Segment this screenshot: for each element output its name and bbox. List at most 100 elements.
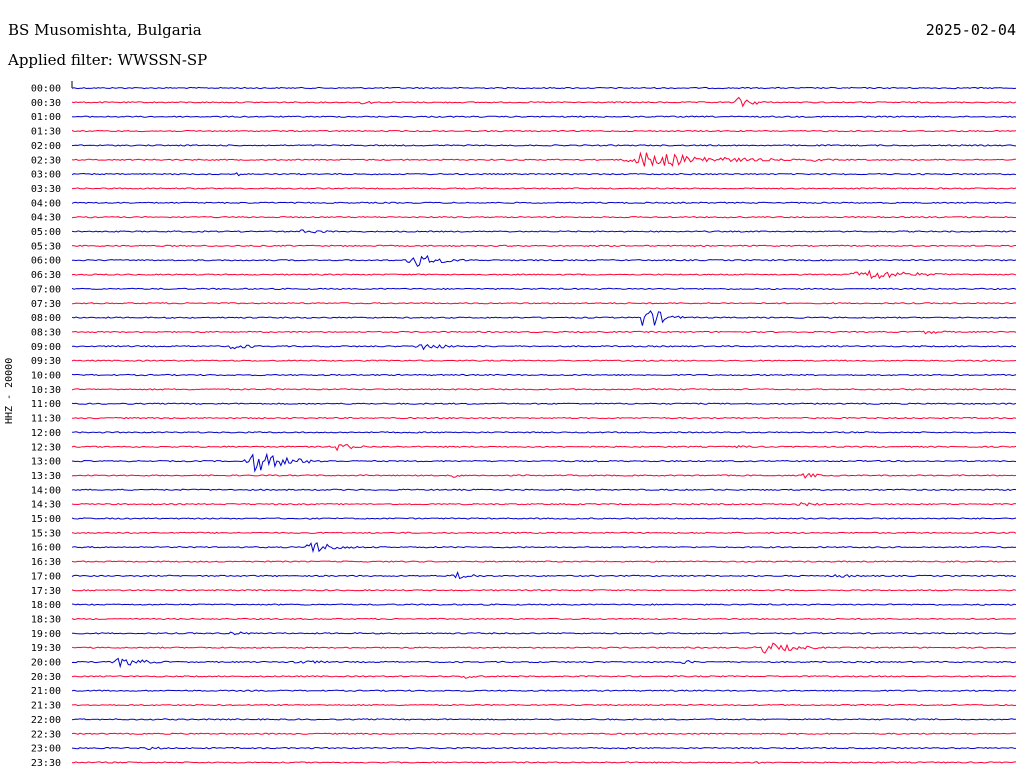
row-label: 15:30 — [31, 528, 61, 539]
row-label: 09:30 — [31, 356, 61, 367]
trace-row — [71, 96, 1017, 108]
row-label: 08:30 — [31, 327, 61, 338]
row-label: 06:30 — [31, 270, 61, 281]
trace-row — [71, 86, 1017, 90]
row-label: 13:30 — [31, 471, 61, 482]
trace-row — [71, 310, 1017, 326]
trace-row — [71, 373, 1017, 377]
row-label: 21:30 — [31, 701, 61, 712]
trace-row — [71, 344, 1016, 351]
trace-row — [71, 642, 1017, 654]
row-label: 15:00 — [31, 514, 61, 525]
row-label: 07:30 — [31, 299, 61, 310]
row-label: 10:00 — [31, 371, 61, 382]
trace-row — [71, 617, 1017, 621]
row-label: 19:00 — [31, 629, 61, 640]
traces: 00:00 00:30 01:00 01:30 02:00 02:30 03:00 03:30… — [31, 84, 1017, 769]
trace-row — [71, 416, 1017, 420]
row-label: 13:00 — [31, 457, 61, 468]
row-label: 12:30 — [31, 442, 61, 453]
row-label: 14:00 — [31, 485, 61, 496]
trace-row — [71, 269, 1017, 280]
trace-row — [71, 689, 1017, 692]
row-label: 10:30 — [31, 385, 61, 396]
trace-row — [71, 675, 1017, 679]
row-label: 02:00 — [31, 141, 61, 152]
row-label: 00:00 — [31, 84, 61, 95]
row-label: 20:30 — [31, 672, 61, 683]
trace-row — [71, 443, 1017, 452]
row-label: 05:30 — [31, 241, 61, 252]
row-label: 18:30 — [31, 614, 61, 625]
trace-row — [71, 657, 1017, 669]
row-label: 04:30 — [31, 213, 61, 224]
row-label: 22:30 — [31, 729, 61, 740]
row-label: 18:00 — [31, 600, 61, 611]
trace-row — [71, 302, 1017, 305]
row-label: 00:30 — [31, 98, 61, 109]
row-label: 20:00 — [31, 658, 61, 669]
row-label: 17:30 — [31, 586, 61, 597]
trace-row — [71, 229, 1017, 234]
trace-row — [71, 172, 1017, 177]
trace-row — [71, 718, 1017, 721]
trace-row — [72, 254, 1017, 268]
row-label: 23:00 — [31, 744, 61, 755]
row-label: 21:00 — [31, 686, 61, 697]
trace-row — [71, 603, 1017, 606]
trace-row — [71, 151, 1017, 167]
trace-row — [71, 631, 1017, 636]
trace-row — [71, 517, 1017, 520]
row-label: 23:30 — [31, 758, 61, 769]
trace-row — [71, 560, 1017, 563]
trace-row — [71, 488, 1017, 491]
trace-row — [71, 115, 1017, 118]
trace-row — [71, 402, 1017, 405]
row-label: 19:30 — [31, 643, 61, 654]
trace-row — [71, 452, 1017, 473]
trace-row — [71, 359, 1017, 362]
trace-row — [71, 761, 1017, 764]
row-label: 08:00 — [31, 313, 61, 324]
row-label: 16:00 — [31, 543, 61, 554]
row-label: 14:30 — [31, 500, 61, 511]
row-label: 05:00 — [31, 227, 61, 238]
trace-row — [71, 472, 1017, 479]
row-label: 04:00 — [31, 198, 61, 209]
row-label: 01:00 — [31, 112, 61, 123]
trace-row — [71, 531, 1017, 534]
row-label: 07:00 — [31, 284, 61, 295]
trace-row — [71, 129, 1017, 133]
trace-row — [71, 732, 1016, 735]
row-label: 22:00 — [31, 715, 61, 726]
station-title: BS Musomishta, Bulgaria — [8, 21, 202, 39]
row-label: 03:30 — [31, 184, 61, 195]
row-label: 17:00 — [31, 571, 61, 582]
row-label: 11:00 — [31, 399, 61, 410]
row-label: 12:00 — [31, 428, 61, 439]
trace-row — [71, 703, 1017, 707]
date-label: 2025-02-04 — [925, 21, 1016, 39]
row-label: 03:00 — [31, 170, 61, 181]
row-label: 01:30 — [31, 127, 61, 138]
trace-row — [71, 216, 1017, 219]
trace-row — [71, 287, 1017, 291]
trace-row — [71, 589, 1017, 592]
trace-row — [71, 244, 1017, 247]
trace-row — [71, 330, 1017, 335]
row-label: 11:30 — [31, 414, 61, 425]
trace-row — [71, 502, 1017, 507]
filter-label: Applied filter: WWSSN-SP — [8, 51, 208, 69]
row-label: 09:00 — [31, 342, 61, 353]
row-label: 02:30 — [31, 155, 61, 166]
trace-row — [71, 201, 1017, 204]
trace-row — [71, 144, 1017, 147]
row-label: 16:30 — [31, 557, 61, 568]
trace-row — [71, 746, 1017, 751]
trace-row — [71, 187, 1017, 190]
trace-row — [71, 542, 1017, 554]
trace-row — [71, 431, 1017, 434]
row-label: 06:00 — [31, 256, 61, 267]
trace-row — [71, 388, 1017, 391]
